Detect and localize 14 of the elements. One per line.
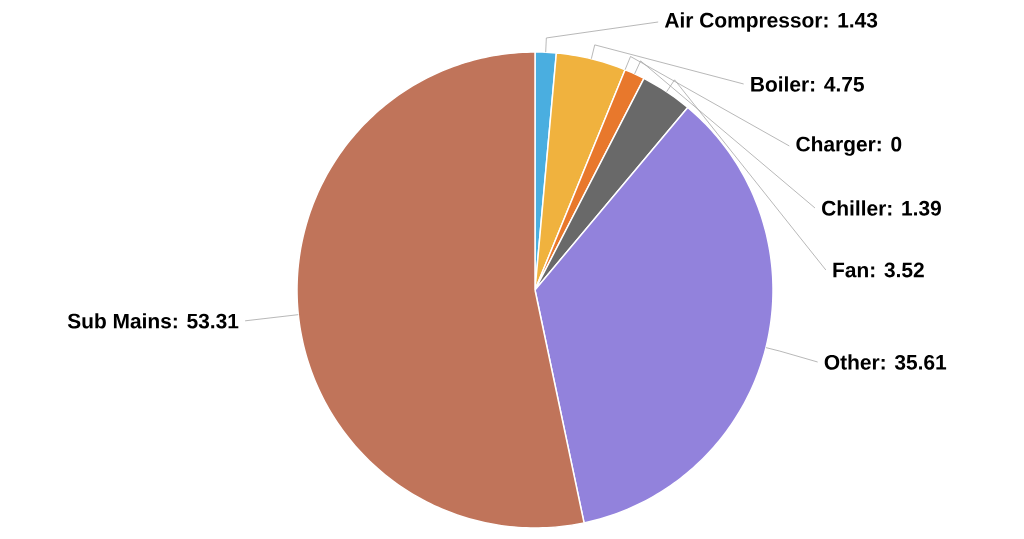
data-label: : 3.52 bbox=[871, 262, 924, 278]
slice-label: Sub Mains bbox=[67, 313, 171, 329]
slice-label: Boiler bbox=[751, 76, 809, 92]
category-label: Charger bbox=[796, 136, 876, 156]
slice-label: Air Compressor bbox=[664, 12, 823, 32]
slice-label: Fan bbox=[833, 262, 868, 278]
slice-label: Other bbox=[824, 354, 880, 370]
text: : 0 bbox=[877, 136, 902, 152]
data-label: : 4.75 bbox=[811, 77, 864, 92]
data-label: : 35.61 bbox=[881, 354, 947, 370]
data-label: : 53.31 bbox=[173, 313, 239, 329]
data-label: : 1.43 bbox=[824, 12, 878, 28]
slice-label: Chiller bbox=[822, 200, 886, 216]
data-label: : 1.39 bbox=[888, 200, 941, 216]
